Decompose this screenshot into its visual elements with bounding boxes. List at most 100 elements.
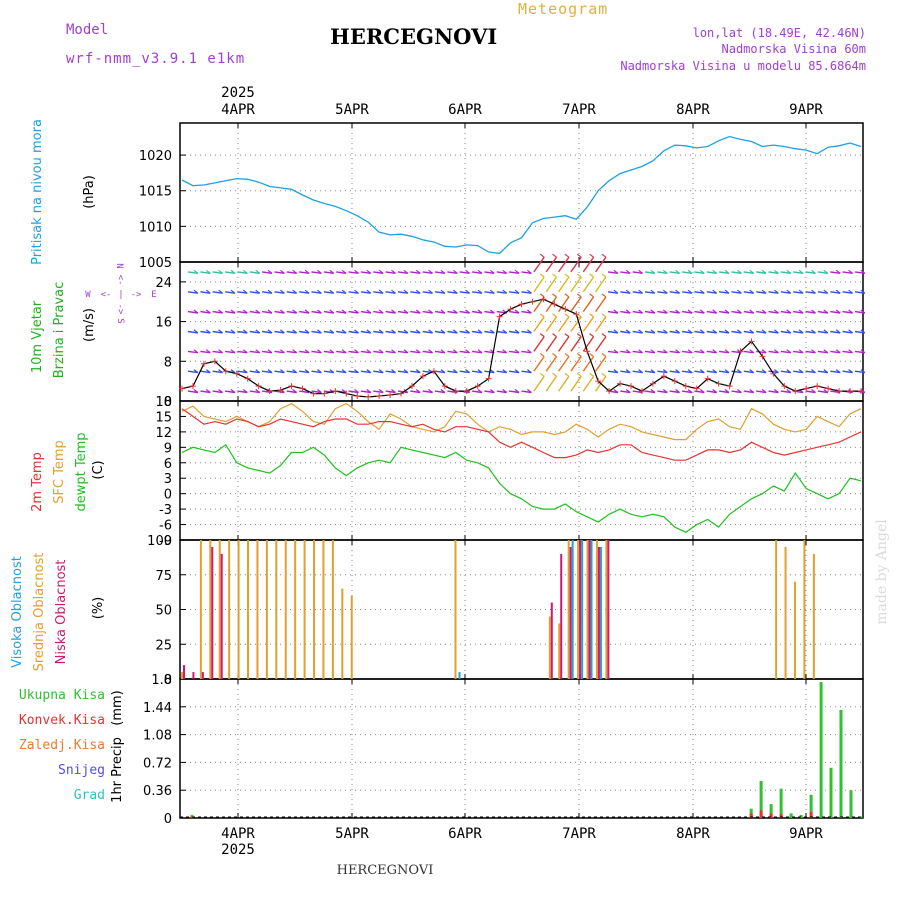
wind-arrow (632, 350, 643, 354)
wind-arrow-head (798, 269, 804, 274)
wind-arrow-head (341, 389, 347, 393)
wind-arrow-head (403, 329, 409, 334)
wind-arrow (397, 271, 408, 274)
wind-arrow-head (341, 329, 347, 334)
wind-arrow (582, 316, 595, 332)
wind-arrow-head (329, 269, 335, 274)
wind-arrow-head (292, 349, 298, 354)
dewpt-line (181, 443, 862, 533)
wind-arrow (249, 271, 260, 274)
wind-arrow (644, 350, 655, 354)
wind-arrow-head (255, 269, 261, 274)
wind-arrow (249, 291, 260, 294)
wind-arrow-head (415, 269, 421, 274)
wind-arrow-head (403, 289, 409, 294)
wind-arrow-head (699, 349, 705, 354)
wind-arrow-head (737, 269, 742, 274)
wind-arrow (830, 390, 841, 394)
wind-arrow (595, 336, 607, 352)
top-date-4APR: 4APR (221, 102, 255, 118)
precip-bar (779, 788, 783, 818)
wind-arrow (447, 310, 458, 314)
wind-arrow (521, 271, 532, 274)
bottom-date-6APR: 6APR (448, 826, 482, 842)
wind-arrow (286, 350, 297, 354)
wind-arrow (805, 390, 816, 394)
wind-arrow-head (848, 269, 853, 274)
wind-arrow (299, 291, 310, 294)
wind-arrow-head (452, 309, 458, 314)
wind-arrow-head (835, 309, 841, 314)
wind-arrow-head (205, 289, 211, 294)
wind-arrow-head (774, 389, 779, 393)
wind-arrow-head (391, 329, 396, 334)
wind-arrow-head (749, 269, 755, 274)
wind-arrow (311, 291, 322, 294)
wind-arrow-head (749, 329, 755, 334)
wind-arrow (632, 330, 643, 334)
wind-arrow (262, 390, 273, 394)
wind-arrow (496, 370, 507, 374)
wind-arrow (694, 350, 705, 354)
wind-y-tick-label: 24 (155, 276, 172, 291)
wind-arrow (410, 370, 421, 374)
wind-arrow-head (552, 293, 557, 298)
precip-bar (769, 813, 773, 818)
panel-frames (179, 122, 864, 819)
wind-arrow (731, 271, 742, 274)
wind-arrow-head (811, 289, 816, 294)
wind-arrow (644, 370, 655, 374)
wind-arrow-head (527, 349, 532, 354)
coords-label: lon,lat (18.49E, 42.46N) (693, 26, 866, 40)
wind-arrow-head (835, 329, 841, 334)
wind-arrow (274, 330, 285, 334)
wind-arrow-head (304, 349, 310, 354)
wind-arrow-head (255, 289, 261, 294)
wind-arrow (496, 330, 507, 334)
wind-arrow (274, 370, 285, 374)
top-date-9APR: 9APR (789, 102, 823, 118)
compass-right-arrow: -> (131, 290, 142, 300)
wind-arrow (558, 375, 570, 392)
wind-arrow (434, 271, 445, 274)
wind-arrow-head (774, 269, 779, 274)
wind-arrow (632, 370, 643, 374)
bottom-year-label: 2025 (221, 842, 255, 858)
temp-panel-frame (179, 400, 864, 541)
compass-center: | (118, 290, 123, 300)
wind-arrow (669, 390, 680, 394)
wind-arrow (323, 291, 334, 294)
wind-arrow-head (589, 293, 594, 298)
wind-arrow-head (823, 369, 829, 374)
wind-arrow-head (564, 293, 570, 298)
wind-arrow (299, 310, 310, 314)
wind-arrow-head (317, 329, 322, 334)
wind-arrow (657, 310, 668, 314)
wind-arrow-head (205, 369, 211, 374)
wind-arrow-head (366, 309, 372, 314)
wind-arrow-head (354, 309, 359, 314)
wind-arrow (422, 390, 433, 394)
wind-arrow (225, 291, 236, 294)
wind-arrow (743, 350, 754, 354)
wind-arrow-head (329, 309, 335, 314)
wind-arrow (323, 310, 334, 314)
wind-arrow-head (613, 349, 619, 354)
wind-arrow (459, 370, 470, 374)
wind-arrow-head (292, 269, 298, 274)
wind-arrow-head (502, 389, 508, 393)
wind-arrow-head (662, 269, 668, 274)
wind-arrow-head (798, 289, 804, 294)
temp-2m-line (181, 408, 862, 461)
temperature-y-tick-label: 6 (164, 457, 172, 472)
wind-arrow-head (650, 269, 656, 274)
wind-arrow (632, 310, 643, 314)
wind-arrow-head (230, 389, 236, 393)
wind-arrow (817, 310, 828, 314)
wind-arrow-head (860, 349, 866, 354)
wind-arrow (410, 271, 421, 274)
wind-arrow-head (539, 333, 545, 338)
wind-arrow (842, 330, 853, 334)
wind-arrow (212, 330, 223, 334)
